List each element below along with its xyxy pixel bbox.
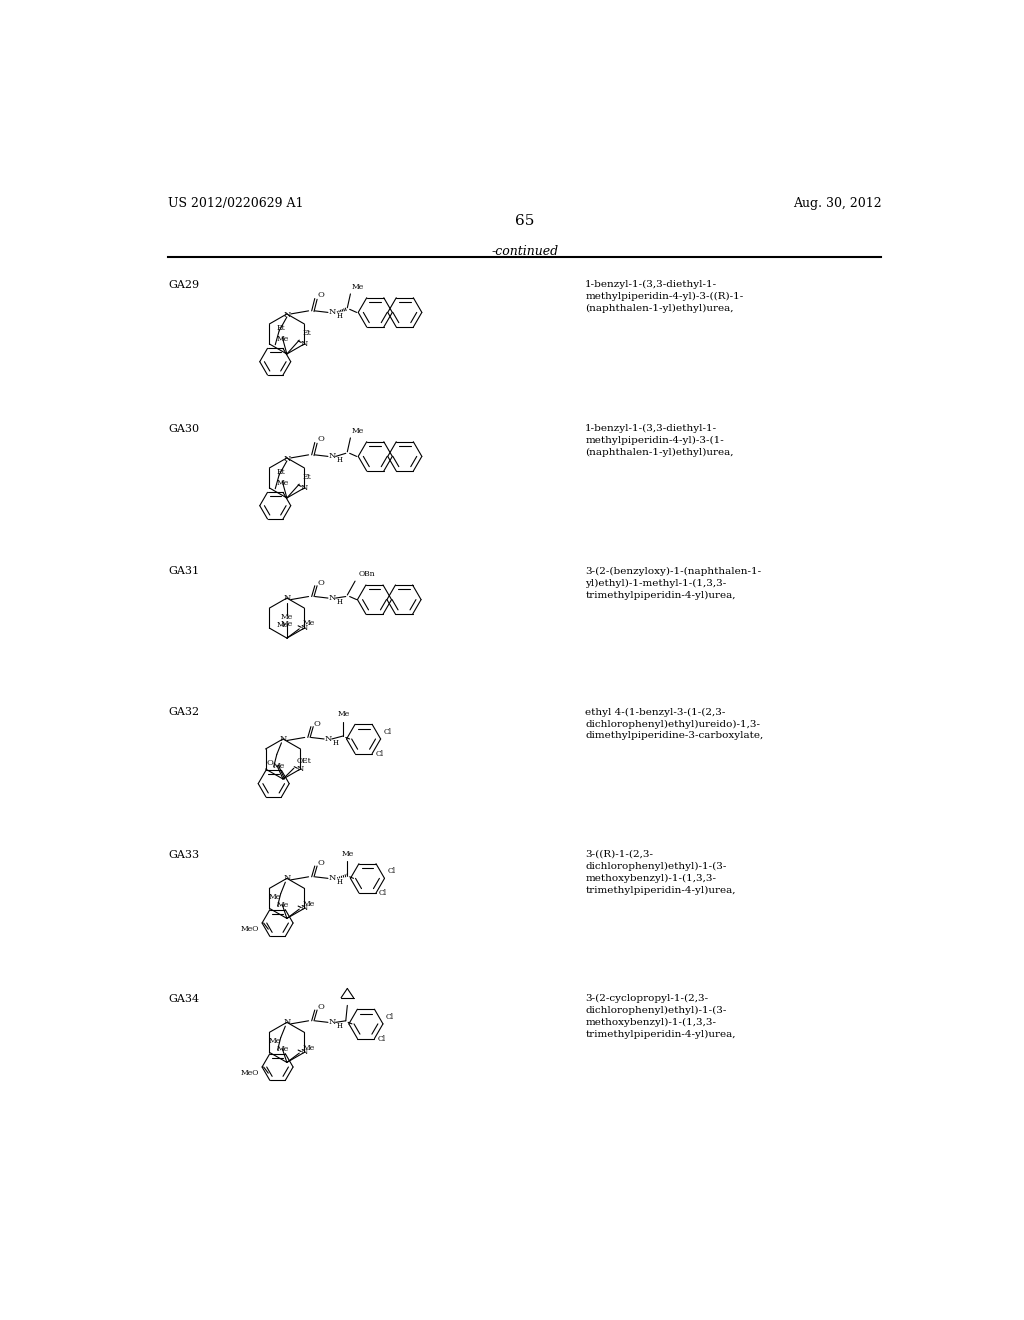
Text: H: H: [333, 739, 339, 747]
Text: H: H: [337, 457, 342, 465]
Text: 1-benzyl-1-(3,3-diethyl-1-
methylpiperidin-4-yl)-3-((R)-1-
(naphthalen-1-yl)ethy: 1-benzyl-1-(3,3-diethyl-1- methylpiperid…: [586, 280, 743, 313]
Text: N: N: [301, 341, 308, 348]
Text: N: N: [325, 735, 332, 743]
Text: 65: 65: [515, 214, 535, 228]
Text: Et: Et: [302, 473, 311, 480]
Text: N: N: [284, 874, 291, 882]
Text: GA32: GA32: [168, 708, 200, 717]
Text: 1-benzyl-1-(3,3-diethyl-1-
methylpiperidin-4-yl)-3-(1-
(naphthalen-1-yl)ethyl)ur: 1-benzyl-1-(3,3-diethyl-1- methylpiperid…: [586, 424, 734, 457]
Text: N: N: [328, 453, 336, 461]
Text: GA33: GA33: [168, 850, 200, 859]
Text: H: H: [337, 598, 342, 606]
Text: Me: Me: [272, 762, 285, 770]
Text: -continued: -continued: [492, 244, 558, 257]
Text: N: N: [301, 1048, 308, 1056]
Text: 3-(2-cyclopropyl-1-(2,3-
dichlorophenyl)ethyl)-1-(3-
methoxybenzyl)-1-(1,3,3-
tr: 3-(2-cyclopropyl-1-(2,3- dichlorophenyl)…: [586, 994, 736, 1039]
Text: Cl: Cl: [388, 867, 395, 875]
Text: Me: Me: [276, 479, 289, 487]
Text: N: N: [284, 594, 291, 602]
Text: Cl: Cl: [375, 750, 383, 758]
Text: O: O: [317, 292, 325, 300]
Text: Me: Me: [352, 426, 365, 434]
Text: N: N: [284, 454, 291, 462]
Text: N: N: [284, 310, 291, 318]
Text: Cl: Cl: [384, 727, 392, 737]
Text: GA30: GA30: [168, 424, 200, 434]
Text: Me: Me: [352, 282, 365, 290]
Text: Et: Et: [276, 469, 285, 477]
Text: Me: Me: [302, 1044, 314, 1052]
Text: Me: Me: [341, 850, 353, 858]
Text: Me: Me: [337, 710, 349, 718]
Text: Me: Me: [302, 900, 314, 908]
Text: GA31: GA31: [168, 566, 200, 577]
Text: N: N: [328, 594, 336, 602]
Text: H: H: [337, 313, 342, 321]
Text: Cl: Cl: [379, 890, 387, 898]
Text: Me: Me: [268, 894, 281, 902]
Text: GA34: GA34: [168, 994, 200, 1003]
Text: N: N: [328, 309, 336, 317]
Text: Me: Me: [276, 902, 289, 909]
Text: O: O: [317, 859, 325, 867]
Text: N: N: [328, 874, 336, 882]
Text: 3-(2-(benzyloxy)-1-(naphthalen-1-
yl)ethyl)-1-methyl-1-(1,3,3-
trimethylpiperidi: 3-(2-(benzyloxy)-1-(naphthalen-1- yl)eth…: [586, 566, 762, 599]
Text: O: O: [317, 436, 325, 444]
Text: N: N: [328, 1018, 336, 1027]
Text: Me: Me: [276, 335, 289, 343]
Text: GA29: GA29: [168, 280, 200, 290]
Text: N: N: [297, 766, 304, 774]
Text: OBn: OBn: [358, 570, 375, 578]
Text: O: O: [317, 578, 325, 586]
Text: Me: Me: [281, 614, 293, 622]
Text: MeO: MeO: [241, 1069, 259, 1077]
Text: Cl: Cl: [378, 1035, 386, 1043]
Text: H: H: [337, 878, 342, 886]
Text: N: N: [301, 624, 308, 632]
Text: Me: Me: [302, 619, 314, 627]
Text: Me: Me: [276, 620, 289, 630]
Text: MeO: MeO: [241, 925, 259, 933]
Text: Cl: Cl: [386, 1012, 394, 1020]
Text: 3-((R)-1-(2,3-
dichlorophenyl)ethyl)-1-(3-
methoxybenzyl)-1-(1,3,3-
trimethylpip: 3-((R)-1-(2,3- dichlorophenyl)ethyl)-1-(…: [586, 850, 736, 895]
Text: N: N: [301, 484, 308, 492]
Text: O: O: [266, 759, 273, 767]
Text: N: N: [301, 904, 308, 912]
Text: O: O: [314, 719, 321, 727]
Text: Me: Me: [281, 619, 293, 627]
Text: Me: Me: [268, 1038, 281, 1045]
Text: OEt: OEt: [297, 758, 311, 766]
Text: Me: Me: [276, 1045, 289, 1053]
Text: Et: Et: [276, 325, 285, 333]
Text: Et: Et: [302, 329, 311, 337]
Text: O: O: [317, 1003, 325, 1011]
Text: N: N: [280, 735, 287, 743]
Text: H: H: [337, 1022, 342, 1030]
Text: US 2012/0220629 A1: US 2012/0220629 A1: [168, 197, 304, 210]
Text: Aug. 30, 2012: Aug. 30, 2012: [793, 197, 882, 210]
Text: N: N: [284, 1018, 291, 1026]
Text: ethyl 4-(1-benzyl-3-(1-(2,3-
dichlorophenyl)ethyl)ureido)-1,3-
dimethylpiperidin: ethyl 4-(1-benzyl-3-(1-(2,3- dichlorophe…: [586, 708, 764, 741]
